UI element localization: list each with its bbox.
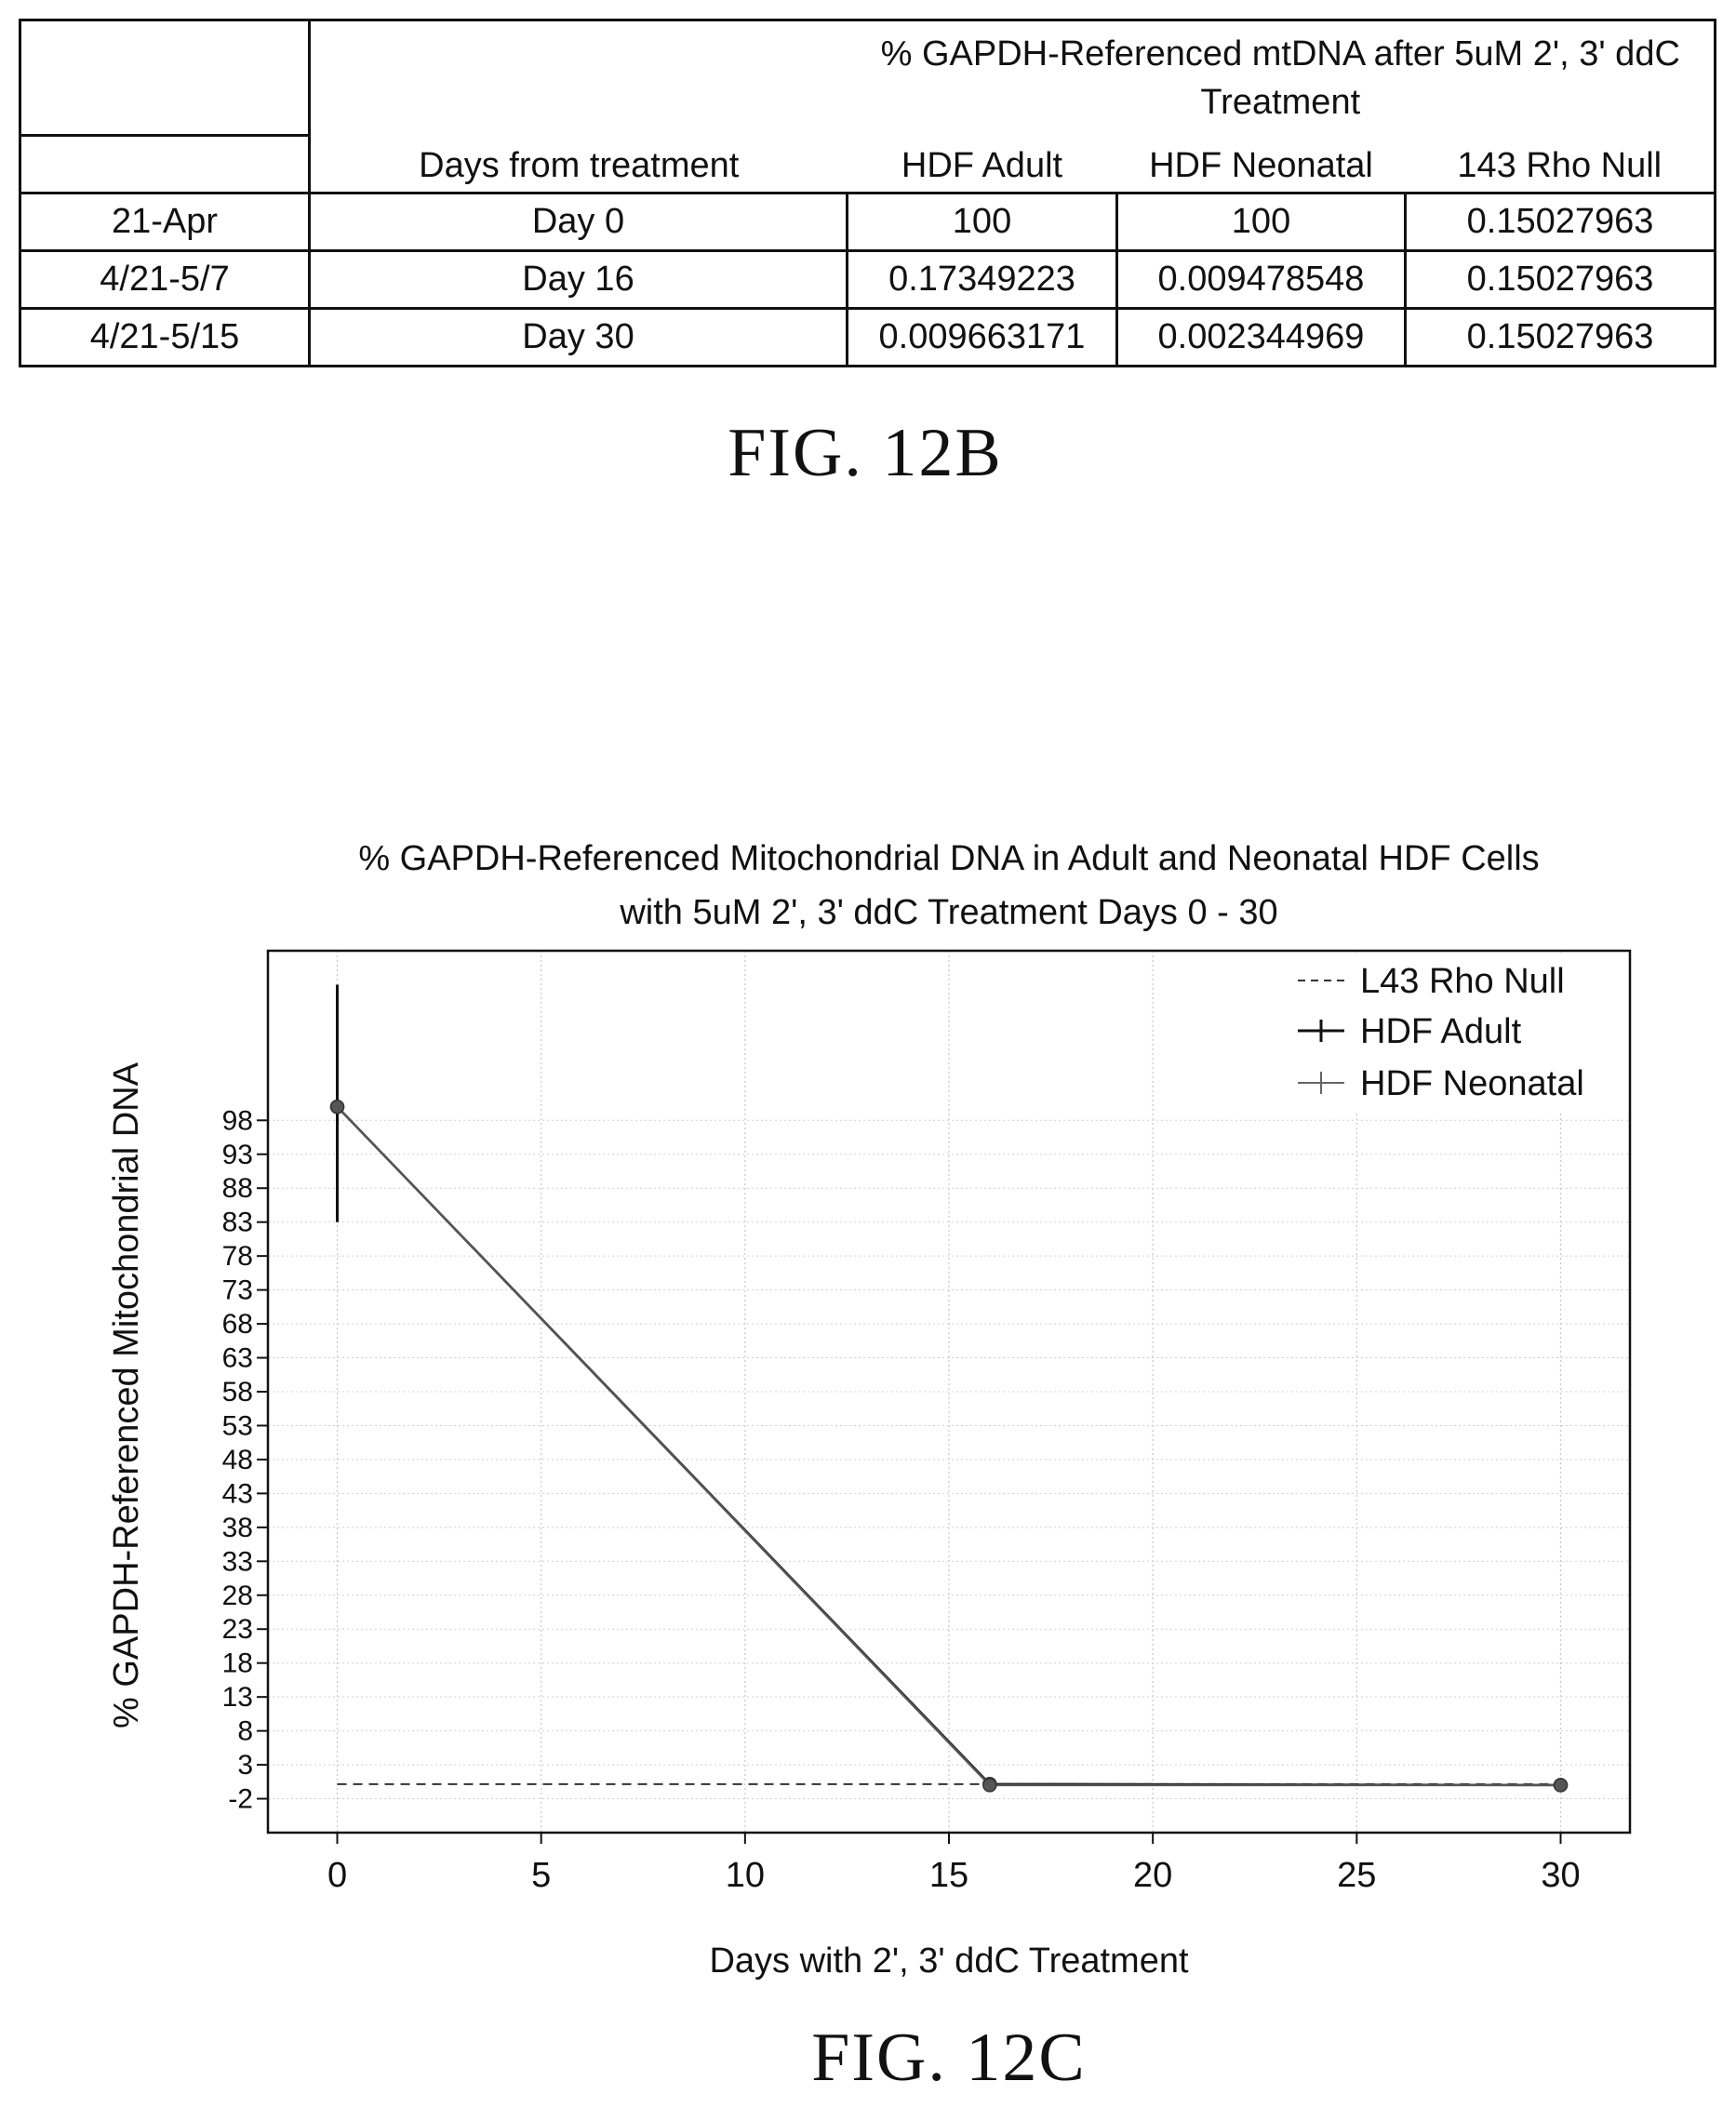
y-axis-label: % GAPDH-Referenced Mitochondrial DNA	[107, 1061, 146, 1728]
table-main-header: % GAPDH-Referenced mtDNA after 5uM 2', 3…	[847, 19, 1717, 136]
y-tick-label: 28	[222, 1581, 253, 1611]
series-line-hdf-neonatal	[336, 1105, 1561, 1787]
legend-label-hdf-adult: HDF Adult	[1360, 1012, 1522, 1051]
y-tick-label: 58	[222, 1377, 253, 1408]
x-tick-label: 30	[1541, 1856, 1580, 1895]
mtdna-table: % GAPDH-Referenced mtDNA after 5uM 2', 3…	[19, 19, 1717, 367]
row-day: Day 0	[308, 192, 848, 252]
row-value-hdf-adult: 0.17349223	[846, 249, 1118, 310]
series-line-hdf-adult	[336, 1105, 1561, 1787]
row-value-hdf-adult: 0.009663171	[846, 307, 1118, 367]
table-row: 21-Apr Day 0 100 100 0.15027963	[19, 192, 1717, 252]
fig12b-table-block: % GAPDH-Referenced mtDNA after 5uM 2', 3…	[19, 19, 1717, 372]
y-tick-label: 43	[222, 1478, 253, 1509]
x-tick-label: 0	[327, 1856, 347, 1895]
row-value-hdf-adult: 100	[846, 192, 1118, 252]
y-tick-label: 68	[222, 1309, 253, 1340]
y-tick-label: 38	[222, 1513, 253, 1543]
y-tick-label: 3	[237, 1750, 253, 1781]
y-tick-label: 48	[222, 1445, 253, 1475]
table-corner-cell-lower	[19, 134, 311, 194]
row-value-hdf-neonatal: 0.002344969	[1115, 307, 1407, 367]
grid-lines	[268, 951, 1630, 1833]
data-point-hdf-neonatal	[982, 1778, 997, 1793]
row-date: 4/21-5/15	[19, 307, 311, 367]
x-tick-label: 5	[531, 1856, 551, 1895]
col-header-hdf-adult: HDF Adult	[847, 135, 1117, 194]
row-date: 21-Apr	[19, 192, 311, 252]
chart-subtitle: with 5uM 2', 3' ddC Treatment Days 0 - 3…	[619, 893, 1277, 932]
col-header-rho-null: 143 Rho Null	[1405, 135, 1717, 194]
data-point-hdf-neonatal	[1553, 1778, 1569, 1793]
x-tick-label: 20	[1133, 1856, 1172, 1895]
y-tick-label: 33	[222, 1546, 253, 1577]
y-tick-label: 83	[222, 1207, 253, 1238]
legend-label-hdf-neonatal: HDF Neonatal	[1360, 1064, 1584, 1103]
table-row: 4/21-5/15 Day 30 0.009663171 0.002344969…	[19, 307, 1717, 367]
y-tick-label: 13	[222, 1682, 253, 1713]
x-tick-label: 10	[726, 1856, 765, 1895]
y-tick-label: 93	[222, 1140, 253, 1170]
y-tick-label: 73	[222, 1275, 253, 1306]
legend-box	[1289, 954, 1625, 1111]
legend-label-rho-null: L43 Rho Null	[1360, 962, 1565, 1001]
row-value-hdf-neonatal: 100	[1115, 192, 1407, 252]
x-axis-ticks: 0 5 10 15 20 25 30	[327, 1833, 1581, 1895]
row-value-rho-null: 0.15027963	[1403, 307, 1717, 367]
series-layer	[329, 984, 1569, 1793]
col-header-hdf-neonatal: HDF Neonatal	[1116, 135, 1406, 194]
y-tick-label: 23	[222, 1614, 253, 1645]
line-chart: % GAPDH-Referenced Mitochondrial DNA in …	[107, 839, 1632, 1981]
y-tick-label: 8	[237, 1716, 253, 1747]
row-day: Day 16	[308, 249, 848, 310]
table-corner-cell	[19, 19, 311, 136]
days-header: Days from treatment	[308, 135, 848, 194]
figure-caption-12b: FIG. 12B	[728, 415, 1003, 491]
legend: L43 Rho Null HDF Adult HDF Neonatal	[1289, 954, 1625, 1111]
y-tick-label: -2	[228, 1784, 253, 1815]
x-axis-label: Days with 2', 3' ddC Treatment	[709, 1941, 1189, 1981]
x-tick-label: 25	[1337, 1856, 1376, 1895]
y-tick-label: 53	[222, 1410, 253, 1441]
y-tick-label: 98	[222, 1105, 253, 1136]
row-day: Day 30	[308, 307, 848, 367]
row-value-rho-null: 0.15027963	[1403, 249, 1717, 310]
table-row: 4/21-5/7 Day 16 0.17349223 0.009478548 0…	[19, 249, 1717, 310]
row-value-hdf-neonatal: 0.009478548	[1115, 249, 1407, 310]
y-tick-label: 78	[222, 1241, 253, 1272]
data-point-hdf-neonatal	[329, 1099, 345, 1114]
y-tick-label: 18	[222, 1648, 253, 1679]
y-tick-label: 63	[222, 1343, 253, 1374]
row-value-rho-null: 0.15027963	[1403, 192, 1717, 252]
row-date: 4/21-5/7	[19, 249, 311, 310]
days-header-spacer	[308, 19, 848, 136]
y-tick-label: 88	[222, 1173, 253, 1204]
chart-title: % GAPDH-Referenced Mitochondrial DNA in …	[358, 839, 1539, 878]
x-tick-label: 15	[929, 1856, 968, 1895]
figure-caption-12c: FIG. 12C	[811, 2020, 1087, 2096]
